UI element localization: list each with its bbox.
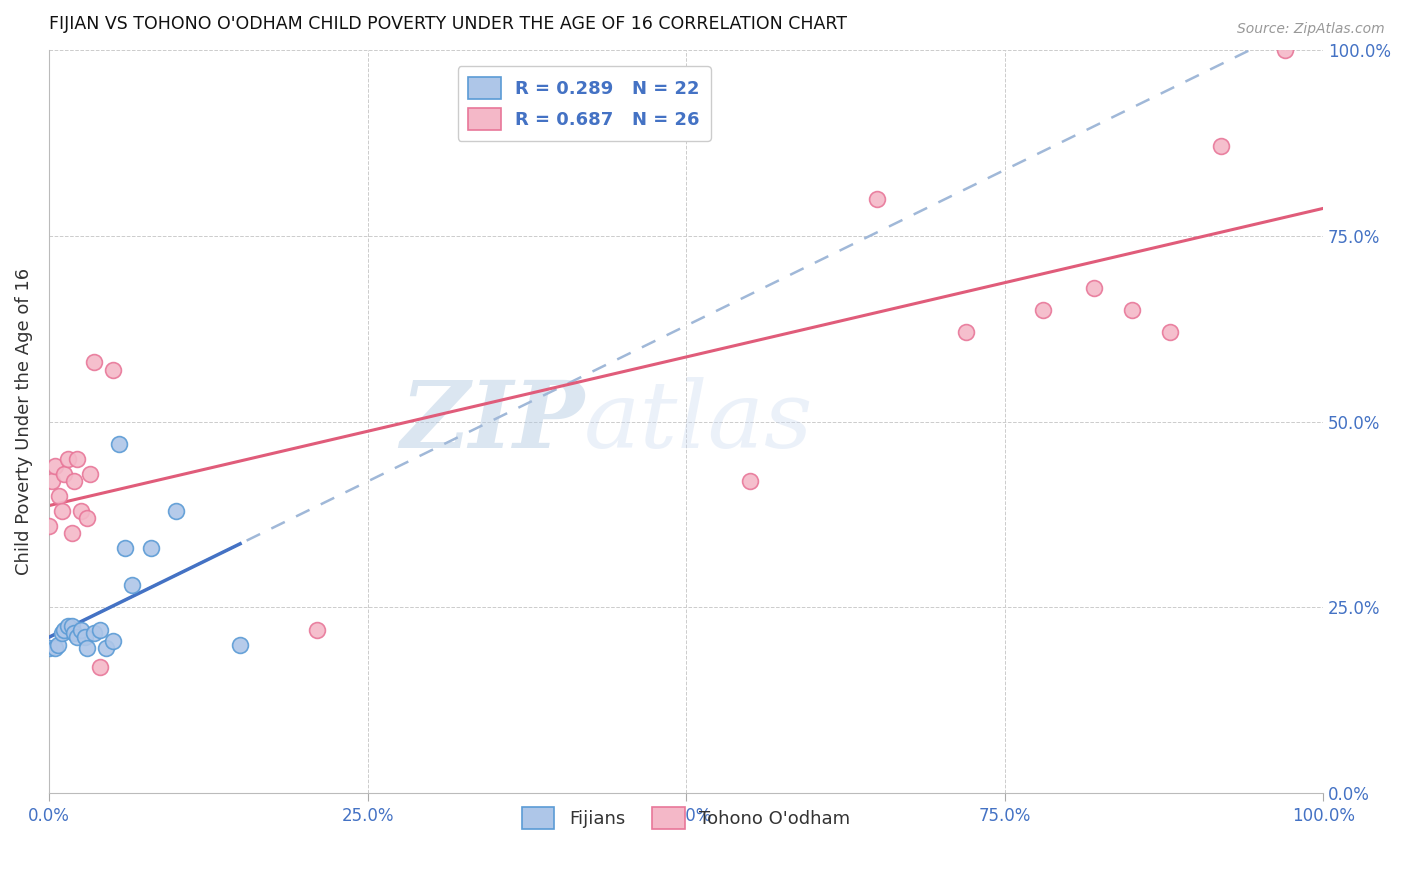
Point	[53, 467, 76, 481]
Point	[108, 437, 131, 451]
Point	[1211, 139, 1233, 153]
Point	[76, 641, 98, 656]
Point	[1083, 281, 1105, 295]
Point	[83, 355, 105, 369]
Text: FIJIAN VS TOHONO O'ODHAM CHILD POVERTY UNDER THE AGE OF 16 CORRELATION CHART: FIJIAN VS TOHONO O'ODHAM CHILD POVERTY U…	[49, 15, 846, 33]
Legend: Fijians, Tohono O'odham: Fijians, Tohono O'odham	[515, 800, 858, 837]
Point	[83, 626, 105, 640]
Point	[51, 504, 73, 518]
Point	[305, 623, 328, 637]
Point	[139, 541, 162, 555]
Point	[46, 638, 69, 652]
Point	[69, 504, 91, 518]
Point	[66, 451, 89, 466]
Text: ZIP: ZIP	[399, 376, 583, 467]
Point	[101, 362, 124, 376]
Point	[866, 192, 889, 206]
Point	[89, 623, 111, 637]
Text: Source: ZipAtlas.com: Source: ZipAtlas.com	[1237, 22, 1385, 37]
Point	[53, 623, 76, 637]
Point	[229, 638, 252, 652]
Point	[60, 619, 83, 633]
Point	[1159, 326, 1181, 340]
Point	[114, 541, 136, 555]
Point	[69, 623, 91, 637]
Point	[56, 451, 79, 466]
Point	[1274, 43, 1296, 57]
Point	[1121, 303, 1143, 318]
Point	[1032, 303, 1054, 318]
Point	[76, 511, 98, 525]
Point	[51, 626, 73, 640]
Point	[38, 518, 60, 533]
Point	[38, 641, 60, 656]
Point	[89, 660, 111, 674]
Y-axis label: Child Poverty Under the Age of 16: Child Poverty Under the Age of 16	[15, 268, 32, 575]
Point	[96, 641, 118, 656]
Point	[79, 467, 101, 481]
Point	[63, 474, 86, 488]
Point	[44, 641, 66, 656]
Point	[44, 459, 66, 474]
Point	[101, 634, 124, 648]
Point	[66, 630, 89, 644]
Point	[73, 630, 96, 644]
Point	[121, 578, 143, 592]
Point	[48, 489, 70, 503]
Point	[56, 619, 79, 633]
Point	[738, 474, 761, 488]
Point	[63, 626, 86, 640]
Point	[165, 504, 187, 518]
Point	[41, 474, 63, 488]
Point	[955, 326, 977, 340]
Point	[60, 526, 83, 541]
Text: atlas: atlas	[583, 376, 814, 467]
